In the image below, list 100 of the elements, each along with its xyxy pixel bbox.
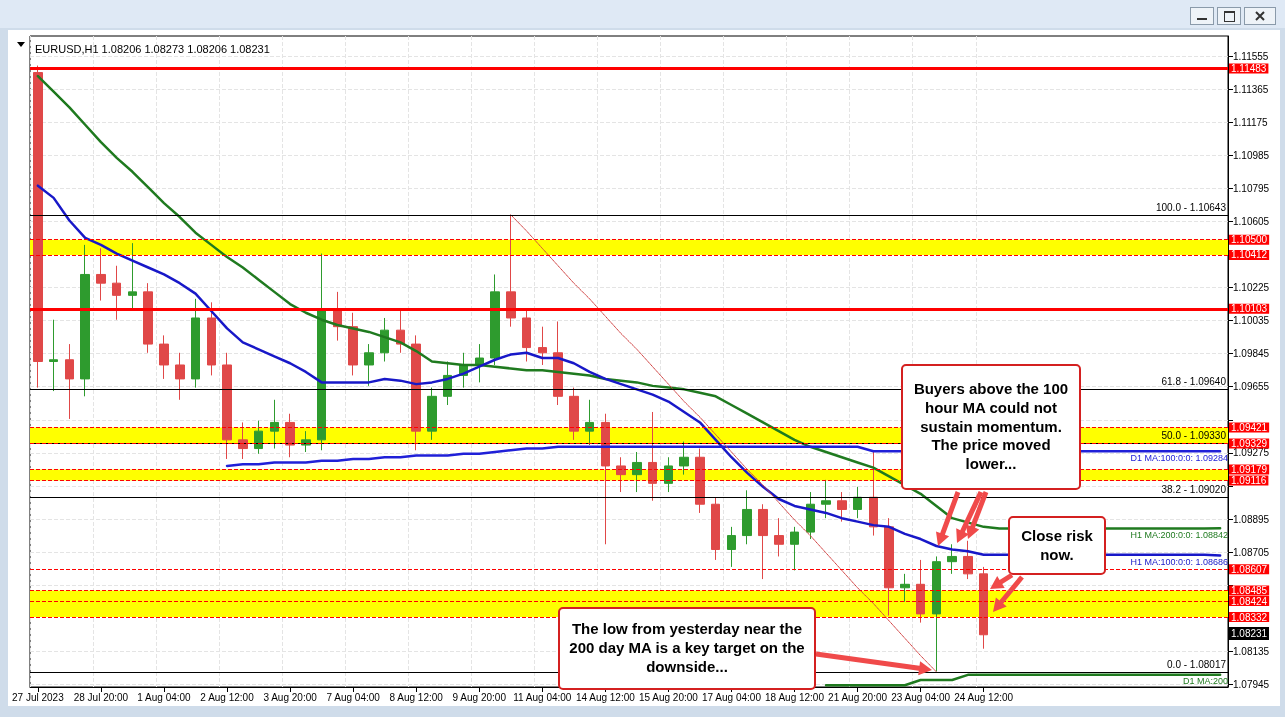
y-tick-label: 1.07945 — [1233, 678, 1270, 690]
y-tick-label: 1.10605 — [1233, 215, 1270, 227]
x-tick-label: 11 Aug 04:00 — [513, 691, 572, 703]
ref-line-label: 1.08332 — [1231, 611, 1268, 623]
ref-line-label: 1.10103 — [1231, 303, 1268, 315]
candlestick — [695, 448, 705, 514]
series-label: D1 MA:100:0:0: 1.09284 — [1130, 452, 1229, 463]
candlestick — [317, 253, 326, 451]
ref-line-label: 1.10412 — [1231, 249, 1268, 261]
x-tick-label: 8 Aug 12:00 — [389, 691, 444, 703]
x-tick-label: 3 Aug 20:00 — [263, 691, 318, 703]
candlestick — [270, 399, 279, 450]
annotation: The low from yesterday near the 200 day MA is a key target on the downside... — [558, 607, 816, 690]
candlestick — [711, 496, 720, 561]
candlestick — [490, 273, 500, 366]
series-label: H1 MA:100:0:0: 1.08686 — [1130, 556, 1229, 567]
x-tick-label: 21 Aug 20:00 — [828, 691, 888, 703]
candlestick — [963, 540, 973, 580]
candlestick — [80, 244, 90, 397]
candlestick — [916, 559, 925, 624]
candlestick — [348, 312, 358, 376]
x-tick-label: 17 Aug 04:00 — [701, 691, 762, 703]
text: 1.08231 — [1229, 627, 1270, 640]
annotation: 100.0 - 1.10643 — [1154, 202, 1226, 214]
candlestick — [96, 247, 106, 302]
ref-line-label: 1.10500 — [1231, 234, 1268, 246]
annotation: 50.0 - 1.09330 — [1161, 430, 1226, 441]
series-label: H1 MA:200:0:0: 1.08842 — [1130, 529, 1229, 540]
y-tick-label: 1.08895 — [1233, 513, 1270, 525]
candlestick — [159, 334, 169, 380]
candlestick — [143, 282, 153, 354]
candlestick — [506, 214, 516, 328]
candlestick — [758, 503, 768, 580]
y-tick-label: 1.10795 — [1233, 182, 1270, 194]
candlestick — [585, 399, 594, 446]
candlestick — [601, 413, 610, 545]
x-tick-label: 2 Aug 12:00 — [200, 691, 255, 703]
x-tick-label: 24 Aug 12:00 — [954, 691, 1014, 703]
y-tick-label: 1.09655 — [1233, 381, 1270, 393]
candlestick — [932, 555, 941, 672]
candlestick — [222, 352, 232, 460]
candlestick — [238, 421, 248, 460]
x-tick-label: 15 Aug 20:00 — [638, 691, 699, 703]
candlestick — [679, 441, 689, 476]
candlestick — [900, 573, 910, 603]
ref-line-label: 1.08424 — [1231, 595, 1268, 607]
ref-line-label: 1.09116 — [1231, 475, 1267, 487]
y-tick-label: 1.10035 — [1233, 315, 1270, 327]
candlestick — [947, 543, 957, 575]
x-tick-label: 1 Aug 04:00 — [137, 691, 192, 703]
candlestick — [648, 411, 657, 502]
candlestick — [853, 486, 862, 519]
y-tick-label: 1.10225 — [1233, 282, 1270, 294]
candlestick — [33, 65, 43, 389]
candlestick — [112, 265, 121, 321]
candlestick — [49, 319, 58, 392]
candlestick — [837, 491, 847, 523]
candlestick — [821, 479, 831, 519]
candlestick — [411, 334, 421, 451]
candlestick — [285, 413, 295, 458]
y-tick-label: 1.09845 — [1233, 348, 1270, 360]
candlestick — [128, 242, 137, 310]
candlestick — [727, 526, 736, 568]
ref-line-label: 1.09421 — [1231, 421, 1268, 433]
x-tick-label: 14 Aug 12:00 — [575, 691, 636, 703]
annotation: Buyers above the 100 hour MA could not sustain momentum. The price moved lower... — [901, 364, 1081, 490]
candlestick — [569, 387, 579, 441]
candlestick — [191, 298, 200, 389]
annotation: 0.0 - 1.08017 — [1166, 659, 1226, 671]
candlestick — [65, 343, 74, 420]
candlestick — [979, 566, 988, 650]
y-tick-label: 1.09275 — [1233, 447, 1270, 459]
candlestick — [664, 456, 673, 493]
y-tick-label: 1.11555 — [1233, 50, 1269, 62]
candlestick — [522, 308, 531, 362]
y-tick-label: 1.08705 — [1233, 546, 1270, 558]
ref-line-label: 1.08607 — [1231, 563, 1268, 575]
x-tick-label: 27 Jul 2023 — [12, 691, 65, 703]
x-tick-label: 23 Aug 04:00 — [891, 691, 951, 703]
ref-line-label: 1.09179 — [1231, 464, 1268, 476]
annotation: 61.8 - 1.09640 — [1161, 376, 1226, 387]
y-tick-label: 1.08135 — [1233, 645, 1270, 657]
annotation: 38.2 - 1.09020 — [1160, 484, 1226, 496]
candlestick — [175, 352, 185, 401]
candlestick — [774, 517, 784, 557]
ref-line-label: 1.11483 — [1231, 63, 1267, 75]
candlestick — [254, 420, 263, 455]
x-tick-label: 18 Aug 12:00 — [765, 691, 825, 703]
series-label: D1 MA:200 — [1183, 676, 1229, 687]
candlestick — [616, 456, 626, 493]
x-tick-label: 7 Aug 04:00 — [326, 691, 381, 703]
y-tick-label: 1.11175 — [1233, 116, 1269, 128]
candlestick — [632, 451, 642, 493]
text: EURUSD,H1 1.08206 1.08273 1.08206 1.08231 — [35, 42, 270, 55]
candlestick — [806, 491, 815, 540]
candlestick — [538, 326, 547, 366]
ref-line-label: 1.08485 — [1231, 584, 1268, 596]
candlestick — [364, 343, 374, 387]
y-tick-label: 1.10985 — [1233, 149, 1270, 161]
x-tick-label: 28 Jul 20:00 — [73, 691, 129, 703]
